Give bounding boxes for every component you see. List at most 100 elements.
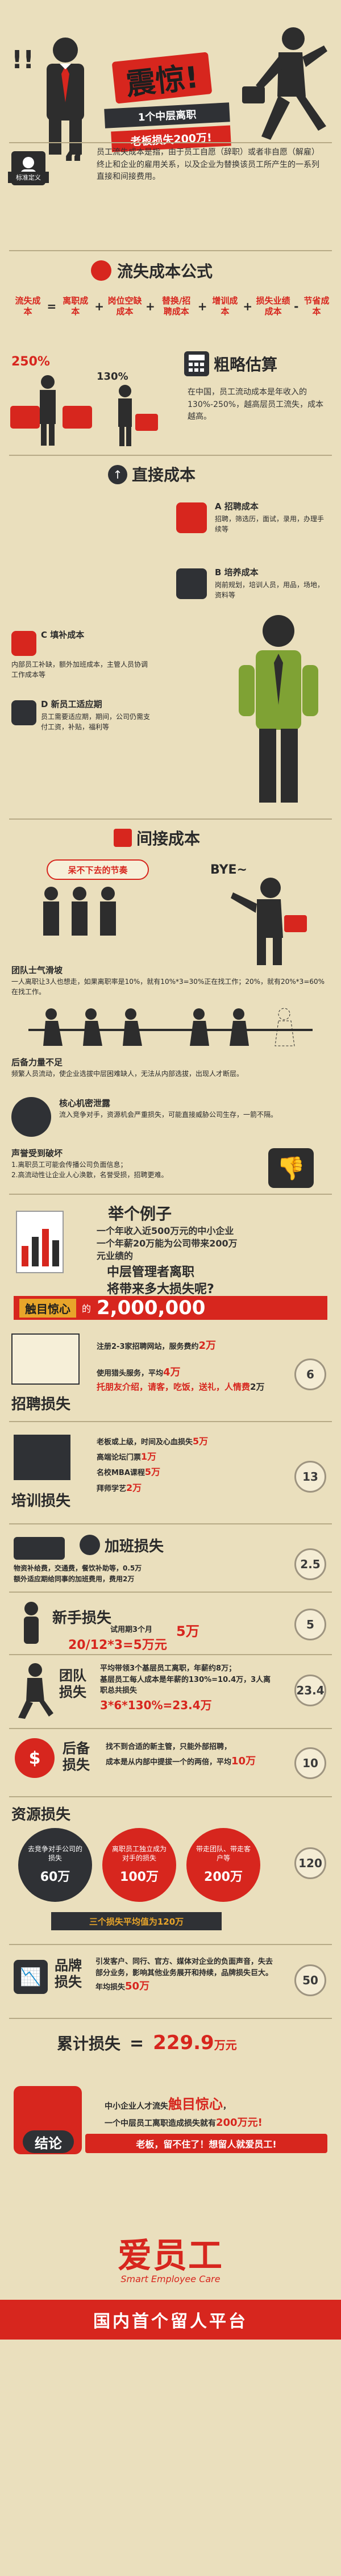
- thumbs-down-icon: 👎: [268, 1148, 314, 1188]
- brand-text-1: 引发客户、同行、官方、媒体对企业的负面声音，失去部分业务，影响其他业务展开和持续…: [95, 1958, 273, 1977]
- total-eq: =: [130, 2034, 144, 2054]
- formula-term-savings: 节省成本: [303, 296, 330, 317]
- brand-text-2: 年均损失: [95, 1983, 126, 1992]
- resource-badge: 120: [294, 1847, 326, 1879]
- train-value-3: 5万: [144, 1466, 161, 1478]
- bye-text: BYE~: [210, 863, 247, 877]
- quote-icon: “: [63, 144, 85, 184]
- team-text: 平均带领3个基层员工离职，年薪约8万； 基层员工每人成本是年薪的130%=10.…: [100, 1663, 276, 1714]
- train-text-1: 老板或上级，时间及心血损失: [97, 1438, 193, 1447]
- shock-banner: 触目惊心 的 2,000,000: [14, 1296, 327, 1320]
- conclusion-text-1c: ，: [223, 2102, 231, 2111]
- formula-op: +: [197, 299, 207, 313]
- estimate-250: 250%: [11, 355, 50, 369]
- resource-circle-2-value: 100万: [120, 1869, 159, 1884]
- money-bag-icon: $: [15, 1738, 55, 1778]
- train-value-2: 1万: [141, 1451, 157, 1462]
- divider: [9, 1654, 332, 1655]
- conclusion-line-1: 中小企业人才流失触目惊心，: [105, 2093, 231, 2113]
- conclusion-label: 结论: [23, 2130, 74, 2153]
- title-banner: 震惊!: [111, 52, 213, 104]
- newbie-person-icon: [24, 1602, 39, 1644]
- divider: [9, 818, 332, 820]
- brand-loss-title: 品牌损失: [55, 1958, 82, 1990]
- indirect-title: 间接成本: [136, 829, 201, 848]
- example-manager-leave: 中层管理者离职: [107, 1265, 195, 1279]
- recruit-text-1: 注册2-3家招聘网站，服务费约: [97, 1343, 199, 1351]
- direct-c-title: C 填补成本: [41, 630, 85, 640]
- document-icon: [16, 1211, 64, 1273]
- running-man-illustration: [242, 27, 327, 140]
- clock-icon: [80, 1535, 100, 1555]
- train-item-2: 高端论坛门票1万: [97, 1449, 290, 1464]
- reserve-value: 10万: [231, 1755, 256, 1767]
- conclusion-line-2: 一个中层员工离职造成损失就有200万元!: [105, 2114, 263, 2129]
- reserve-shortage-text: 频繁人员流动，使企业选拔中层困难缺人，无法从内部选拔，出现人才断层。: [11, 1070, 244, 1078]
- train-badge: 13: [294, 1461, 326, 1493]
- direct-d-text: 员工需要适应期，期间，公司仍需支付工资，补贴，福利等: [41, 713, 151, 731]
- overtime-badge: 2.5: [294, 1548, 326, 1580]
- train-item-3: 名校MBA课程5万: [97, 1464, 290, 1480]
- reputation-text: 1.离职员工可能会传播公司负面信息； 2.高流动性让企业人心涣散，名誉受损，招聘…: [11, 1161, 168, 1179]
- formula-title: 流失成本公式: [117, 262, 213, 281]
- estimate-130: 130%: [97, 371, 128, 383]
- leaf-icon: [91, 260, 111, 281]
- train-items: 老板或上级，时间及心血损失5万 高端论坛门票1万 名校MBA课程5万 拜师学艺2…: [97, 1434, 290, 1495]
- divider: [9, 1728, 332, 1729]
- formula-op: +: [145, 299, 155, 313]
- footer-logo-en: Smart Employee Care: [120, 2274, 221, 2284]
- conclusion-banner: 老板，留不住了！想留人就爱员工!: [85, 2134, 327, 2153]
- example-title: 举个例子: [108, 1204, 172, 1223]
- team-runner-icon: [18, 1663, 53, 1719]
- total-row: 累计损失 = 229.9 万元: [57, 2031, 237, 2054]
- train-text-4: 拜师学艺: [97, 1484, 127, 1493]
- conclusion-text-2a: 一个中层员工离职造成损失就有: [105, 2119, 216, 2128]
- formula-op: -: [294, 299, 299, 313]
- direct-b-title: B 培养成本: [215, 567, 259, 577]
- wrench-icon: [11, 631, 36, 656]
- resource-circle-2-text: 离职员工独立成为对手的损失: [111, 1845, 167, 1862]
- example-line-5: 将带来多大损失呢?: [107, 1282, 214, 1297]
- chart-icon: 📉: [14, 1960, 48, 1994]
- tug-of-war-illustration: [28, 1008, 313, 1046]
- resource-circle-3: 带走团队、带走客户等 200万: [186, 1828, 260, 1902]
- team-loss-section: 团队损失 平均带领3个基层员工离职，年薪约8万； 基层员工每人成本是年薪的130…: [0, 1654, 341, 1728]
- arrow-up-icon: ↑: [108, 465, 127, 484]
- overtime-loss-title: 加班损失: [105, 1538, 164, 1555]
- subtitle-1: 1个中层离职: [104, 102, 230, 128]
- conclusion-text-1a: 中小企业人才流失: [105, 2102, 168, 2111]
- total-section: 累计损失 = 229.9 万元: [0, 2018, 341, 2069]
- conclusion-text-2b: 200万元!: [216, 2117, 263, 2129]
- resource-loss-section: 资源损失 去竞争对手公司的损失 60万 离职员工独立成为对手的损失 100万 带…: [0, 1796, 341, 1944]
- resource-circle-1-value: 60万: [40, 1869, 70, 1884]
- divider: [9, 1944, 332, 1945]
- team-value: 3*6*130%=23.4万: [100, 1698, 212, 1712]
- formula-op: +: [94, 299, 104, 313]
- recruit-loss-section: 招聘损失 注册2-3家招聘网站，服务费约2万 使用猎头服务，平均4万 托朋友介绍…: [0, 1324, 341, 1421]
- divider: [9, 455, 332, 456]
- brand-badge: 50: [294, 1964, 326, 1996]
- train-item-4: 拜师学艺2万: [97, 1480, 290, 1495]
- train-item-1: 老板或上级，时间及心血损失5万: [97, 1434, 290, 1449]
- formula-term-replacement: 替换/招聘成本: [161, 296, 191, 317]
- brand-text: 引发客户、同行、官方、媒体对企业的负面声音，失去部分业务，影响其他业务展开和持续…: [95, 1956, 277, 1994]
- direct-cost-section: ↑ 直接成本 A 招聘成本 招聘，筛选历，面试，录用，办理手续等 B 培养成本 …: [0, 455, 341, 818]
- resource-circle-1: 去竞争对手公司的损失 60万: [18, 1828, 92, 1902]
- team-badge: 23.4: [294, 1675, 326, 1706]
- businessman-illustration: [47, 38, 84, 155]
- train-text-3: 名校MBA课程: [97, 1469, 145, 1478]
- newspaper-icon: [11, 1333, 80, 1385]
- recruit-loss-title: 招聘损失: [11, 1396, 71, 1413]
- overtime-text: 物资补给费，交通费，餐饮补助等，0.5万 额外适应期给同事的加班费用，费用2万: [14, 1563, 281, 1585]
- conclusion-section: 结论 中小企业人才流失触目惊心， 一个中层员工离职造成损失就有200万元! 老板…: [0, 2069, 341, 2166]
- calendar-icon: [11, 700, 36, 725]
- overtime-text-2: 额外适应期给同事的加班费用，费用2万: [14, 1575, 135, 1584]
- recruit-item-1: 注册2-3家招聘网站，服务费约2万: [97, 1338, 290, 1353]
- formula-term-separation: 离职成本: [63, 296, 89, 317]
- overtime-text-1: 物资补给费，交通费，餐饮补助等，0.5万: [14, 1564, 142, 1572]
- newbie-value: 5万: [176, 1623, 199, 1639]
- leak-title: 核心机密泄露: [59, 1098, 111, 1108]
- newbie-loss-section: 新手损失 试用期3个月 5万 20/12*3=5万元 5: [0, 1592, 341, 1654]
- example-line-3: 元业绩的: [97, 1250, 134, 1261]
